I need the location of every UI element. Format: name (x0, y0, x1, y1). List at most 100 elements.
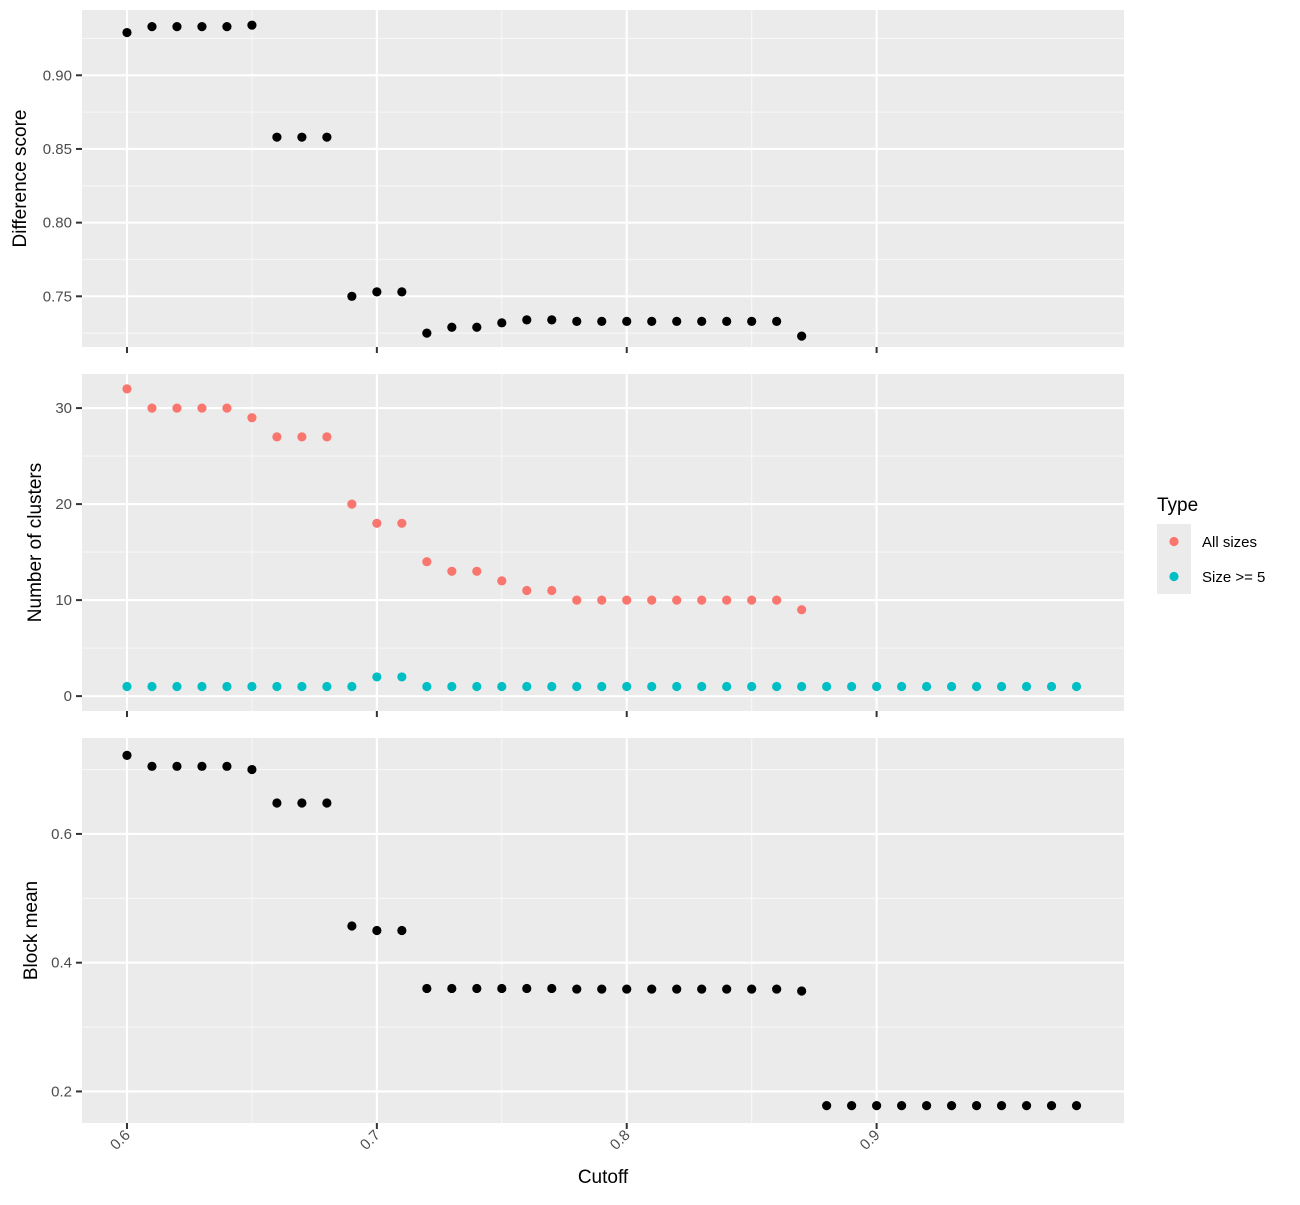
data-point (897, 681, 907, 692)
data-point (672, 595, 682, 605)
data-point (297, 681, 307, 692)
data-point (597, 316, 607, 326)
data-point (322, 432, 332, 442)
data-point (522, 681, 532, 692)
data-point (147, 761, 157, 771)
data-point (447, 566, 457, 576)
data-point (247, 413, 257, 423)
data-point (672, 984, 682, 994)
data-point (772, 595, 782, 605)
x-tick-label: 0.9 (857, 1127, 884, 1154)
data-point (522, 983, 532, 994)
data-point (297, 798, 307, 808)
data-point (572, 681, 582, 692)
data-point (722, 984, 732, 994)
data-point (797, 331, 807, 341)
data-point (197, 681, 207, 692)
data-point (597, 984, 607, 994)
data-point (772, 984, 782, 994)
data-point (772, 316, 782, 326)
data-point (272, 681, 282, 692)
data-point (522, 315, 532, 325)
data-point (547, 983, 557, 994)
data-point (397, 518, 407, 528)
panel-3: 0.2 0.4 0.6 Block mean (21, 738, 1124, 1129)
data-point (822, 1101, 832, 1111)
y-axis-title: Number of clusters (25, 463, 46, 622)
data-point (996, 1101, 1007, 1111)
data-point (1046, 1101, 1057, 1111)
data-point (297, 132, 307, 142)
data-point (697, 316, 707, 326)
y-tick-label: 0.80 (43, 215, 72, 232)
data-point (722, 681, 732, 692)
data-point (647, 595, 657, 605)
panel-1: 0.75 0.80 0.85 0.90 Difference score (10, 10, 1124, 353)
data-point (1071, 681, 1082, 692)
data-point (372, 925, 382, 936)
data-point (122, 27, 132, 38)
panel-background (82, 738, 1124, 1123)
x-tick-label: 0.7 (357, 1127, 384, 1154)
y-axis-title: Difference score (10, 110, 31, 248)
data-point (372, 518, 382, 528)
data-point (1021, 681, 1032, 692)
data-point (597, 595, 607, 605)
y-tick-label: 20 (55, 496, 72, 513)
legend-title: Type (1157, 495, 1198, 516)
y-tick-label: 30 (55, 400, 72, 417)
data-point (297, 432, 307, 442)
data-point (272, 132, 282, 142)
data-point (872, 681, 882, 692)
data-point (1021, 1101, 1032, 1111)
data-point (996, 681, 1007, 692)
legend-marker (1169, 536, 1179, 547)
data-point (622, 595, 632, 605)
data-point (447, 681, 457, 692)
panel-background (82, 10, 1124, 347)
data-point (472, 322, 482, 332)
data-point (772, 681, 782, 692)
data-point (222, 22, 232, 32)
data-point (147, 22, 157, 32)
x-tick-label: 0.8 (607, 1127, 634, 1154)
x-tick-label: 0.6 (107, 1127, 134, 1154)
data-point (472, 983, 482, 994)
data-point (672, 681, 682, 692)
data-point (497, 983, 507, 994)
data-point (797, 681, 807, 692)
legend-marker (1169, 571, 1179, 582)
y-axis-title: Block mean (21, 881, 42, 980)
data-point (572, 595, 582, 605)
data-point (172, 403, 182, 413)
data-point (447, 322, 457, 332)
data-point (622, 984, 632, 994)
data-point (272, 798, 282, 808)
data-point (522, 585, 532, 596)
data-point (147, 403, 157, 413)
data-point (647, 316, 657, 326)
data-point (747, 316, 757, 326)
legend-label: All sizes (1202, 534, 1257, 551)
data-point (747, 984, 757, 994)
data-point (172, 22, 182, 32)
data-point (622, 681, 632, 692)
data-point (1071, 1101, 1082, 1111)
data-point (122, 681, 132, 692)
data-point (197, 22, 207, 32)
y-tick-label: 0.85 (43, 141, 72, 158)
data-point (572, 984, 582, 994)
data-point (222, 403, 232, 413)
data-point (272, 432, 282, 442)
data-point (197, 761, 207, 771)
data-point (647, 984, 657, 994)
data-point (822, 681, 832, 692)
data-point (697, 681, 707, 692)
data-point (397, 925, 407, 936)
data-point (971, 1101, 982, 1111)
data-point (572, 316, 582, 326)
data-point (347, 499, 357, 509)
data-point (172, 681, 182, 692)
data-point (322, 681, 332, 692)
